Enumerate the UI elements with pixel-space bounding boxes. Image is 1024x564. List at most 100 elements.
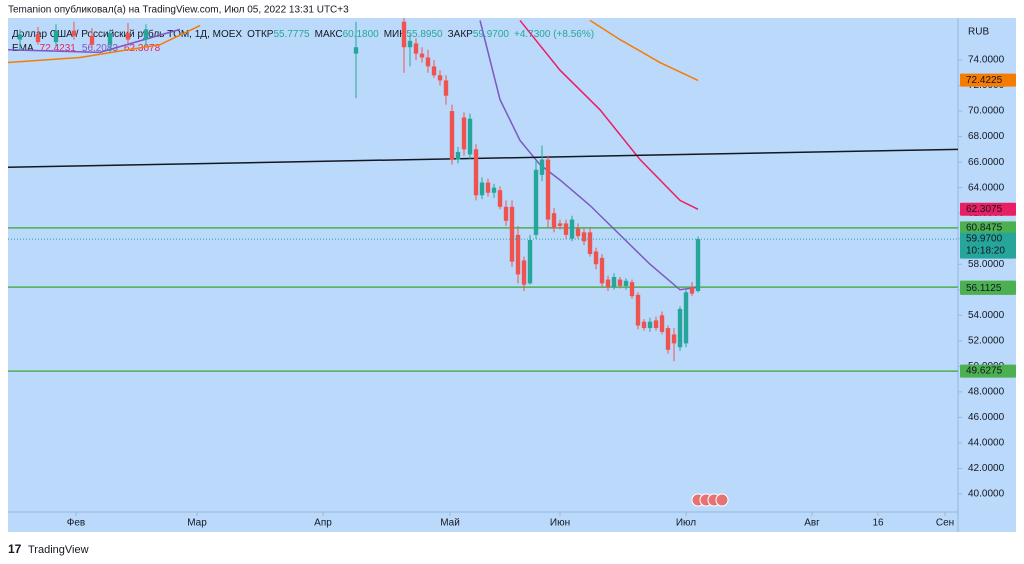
price-tag xyxy=(960,221,1016,235)
candle-body xyxy=(677,308,683,348)
candle-body xyxy=(539,159,545,175)
candle-body xyxy=(575,228,581,237)
candle-body xyxy=(599,257,605,284)
candle-body xyxy=(425,57,431,67)
candle-body xyxy=(665,328,671,350)
y-tick-label: 68.0000 xyxy=(968,131,1005,142)
ohlc-name: ОТКР xyxy=(247,29,274,40)
event-icons xyxy=(691,493,729,507)
candle-body xyxy=(353,47,359,54)
x-tick-label: 16 xyxy=(872,518,884,529)
price-tag xyxy=(960,281,1016,295)
countdown: 10:18:20 xyxy=(966,246,1005,257)
candle-body xyxy=(635,294,641,326)
ema-name: EMA xyxy=(12,43,34,54)
price-tag-label: 72.4225 xyxy=(966,75,1003,86)
candle-body xyxy=(413,43,419,54)
price-tag-label: 49.6275 xyxy=(966,366,1003,377)
candle-body xyxy=(653,320,659,329)
ohlc-name: ЗАКР xyxy=(448,29,474,40)
candle-body xyxy=(647,321,653,329)
candle-body xyxy=(509,206,515,262)
candle-body xyxy=(437,75,443,81)
candle-body xyxy=(683,292,689,344)
price-tag-label: 60.8475 xyxy=(966,223,1003,234)
indicator-line xyxy=(519,19,699,211)
ohlc-value: 55.8950 xyxy=(406,29,443,40)
legend-symbol: Доллар США / Российский рубль TOM, 1Д, M… xyxy=(12,28,594,40)
ema-value: 72.4231 xyxy=(40,43,77,54)
candle-body xyxy=(143,29,149,40)
candle-body xyxy=(605,279,611,288)
y-tick-label: 48.0000 xyxy=(968,387,1005,398)
candle-body xyxy=(107,33,113,45)
candle-body xyxy=(587,232,593,255)
y-tick-label: 44.0000 xyxy=(968,438,1005,449)
candle-body xyxy=(611,276,617,288)
price-tag xyxy=(960,364,1016,378)
currency: RUB xyxy=(968,27,989,38)
credit: Temanion опубликовал(а) на TradingView.c… xyxy=(8,4,349,16)
y-tick-label: 46.0000 xyxy=(968,412,1005,423)
candle-body xyxy=(515,234,521,275)
price-tag-label: 56.1125 xyxy=(966,283,1002,294)
candle-body xyxy=(545,159,551,220)
price-tag xyxy=(960,73,1016,87)
indicator-line xyxy=(8,20,699,291)
candle-body xyxy=(557,223,563,226)
candle-body xyxy=(659,315,665,332)
candle-body xyxy=(407,40,413,48)
x-tick-label: Авг xyxy=(804,518,820,529)
ohlc-value: 59.9700 xyxy=(473,29,510,40)
candle-body xyxy=(401,21,407,48)
candle-body xyxy=(569,219,575,239)
y-tick-label: 42.0000 xyxy=(968,463,1005,474)
x-tick-label: Фев xyxy=(67,518,85,529)
plot-area xyxy=(8,18,958,372)
candle-body xyxy=(455,151,461,160)
chart-background xyxy=(8,18,1016,532)
candle-body xyxy=(71,30,77,36)
ohlc-value: 60.1800 xyxy=(343,29,380,40)
candle-body xyxy=(563,223,569,235)
x-tick-label: Сен xyxy=(936,518,954,529)
candle-body xyxy=(461,117,467,150)
y-tick-label: 54.0000 xyxy=(968,310,1005,321)
logo-mark: ⁠17 xyxy=(8,542,22,556)
candle-body xyxy=(125,33,131,40)
candle-body xyxy=(551,213,557,229)
x-tick-label: Апр xyxy=(314,518,332,529)
candle-body xyxy=(671,334,677,344)
ohlc-name: МИН xyxy=(384,29,407,40)
x-tick-label: Мар xyxy=(187,518,207,529)
candle-body xyxy=(53,30,59,43)
x-tick-label: Июл xyxy=(676,518,696,529)
change: +4.7300 (+8.56%) xyxy=(514,29,594,40)
candle-body xyxy=(497,190,503,207)
candle-body xyxy=(485,182,491,193)
candle-body xyxy=(695,239,701,292)
footer-logo: ⁠17 TradingView xyxy=(8,542,89,556)
candle-body xyxy=(467,118,473,155)
price-tag-label: 59.9700 xyxy=(966,234,1003,245)
candle-body xyxy=(443,80,449,96)
candle-body xyxy=(491,187,497,193)
candle-body xyxy=(17,34,23,40)
candle-body xyxy=(449,111,455,160)
price-tag xyxy=(960,232,1016,259)
candle-body xyxy=(419,53,425,58)
indicator-line xyxy=(8,19,699,82)
ohlc-name: МАКС xyxy=(315,29,343,40)
y-tick-label: 74.0000 xyxy=(968,55,1005,66)
indicator-line xyxy=(8,148,958,168)
y-tick-label: 70.0000 xyxy=(968,106,1005,117)
candle-body xyxy=(431,66,437,76)
x-tick-label: Май xyxy=(440,518,460,529)
candle-body xyxy=(527,239,533,284)
candle-body xyxy=(533,169,539,235)
ohlc-value: 55.7775 xyxy=(273,29,310,40)
candle-body xyxy=(473,149,479,196)
candle-body xyxy=(641,321,647,329)
price-tag-label: 62.3075 xyxy=(966,204,1003,215)
